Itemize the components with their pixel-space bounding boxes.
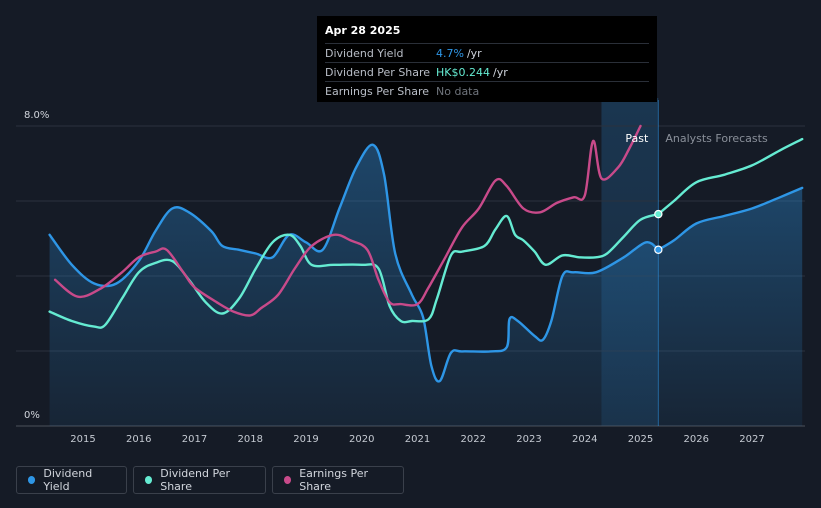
y-tick-label: 0% (24, 410, 40, 421)
legend-label: Dividend Per Share (160, 467, 231, 493)
x-tick-label: 2019 (293, 434, 318, 445)
x-tick-label: 2024 (572, 434, 597, 445)
tooltip-value: No data (436, 84, 480, 98)
legend-label: Earnings Per Share (299, 467, 368, 493)
series-line-dps-forecast (657, 137, 804, 216)
x-tick-label: 2018 (238, 434, 263, 445)
tooltip-unit: /yr (492, 65, 508, 79)
forecast-label: Analysts Forecasts (665, 132, 768, 145)
series-line-dps (48, 212, 660, 329)
x-tick-label: 2021 (405, 434, 430, 445)
tooltip-date: Apr 28 2025 (325, 24, 401, 37)
x-tick-label: 2015 (70, 434, 95, 445)
x-tick-label: 2027 (739, 434, 764, 445)
x-tick-label: 2017 (182, 434, 207, 445)
series-area-yield (658, 187, 803, 426)
x-tick-label: 2016 (126, 434, 151, 445)
tooltip-row-dividend-yield: Dividend Yield 4.7%/yr (325, 43, 649, 62)
legend-label: Dividend Yield (43, 467, 93, 493)
tooltip-unit: /yr (466, 46, 482, 60)
tooltip-value: HK$0.244 (436, 65, 490, 79)
x-tick-label: 2025 (628, 434, 653, 445)
x-tick-label: 2022 (461, 434, 486, 445)
legend-item-earnings-per-share[interactable]: Earnings Per Share (272, 466, 404, 494)
tooltip-row-earnings-per-share: Earnings Per Share No data (325, 81, 649, 100)
data-point-marker (654, 245, 663, 254)
tooltip-label: Dividend Yield (325, 46, 404, 60)
tooltip-row-dividend-per-share: Dividend Per Share HK$0.244/yr (325, 62, 649, 81)
series-area-yield (49, 144, 659, 426)
legend-dot-icon (28, 476, 36, 484)
series-line-yield (48, 143, 660, 383)
x-tick-label: 2020 (349, 434, 374, 445)
tooltip: Apr 28 2025 Dividend Yield 4.7%/yr Divid… (317, 16, 657, 102)
data-point-marker (654, 209, 663, 219)
tooltip-label: Earnings Per Share (325, 84, 430, 98)
tooltip-value: 4.7% (436, 46, 464, 60)
legend-dot-icon (145, 476, 153, 484)
legend-item-dividend-yield[interactable]: Dividend Yield (16, 466, 127, 494)
legend-item-dividend-per-share[interactable]: Dividend Per Share (133, 466, 266, 494)
series-line-yield-forecast (657, 186, 804, 251)
series-line-eps (53, 124, 642, 317)
legend-dot-icon (284, 476, 292, 484)
x-tick-label: 2026 (684, 434, 709, 445)
y-tick-label: 8.0% (24, 110, 49, 121)
tooltip-label: Dividend Per Share (325, 65, 431, 79)
past-label: Past (625, 132, 649, 145)
x-tick-label: 2023 (516, 434, 541, 445)
